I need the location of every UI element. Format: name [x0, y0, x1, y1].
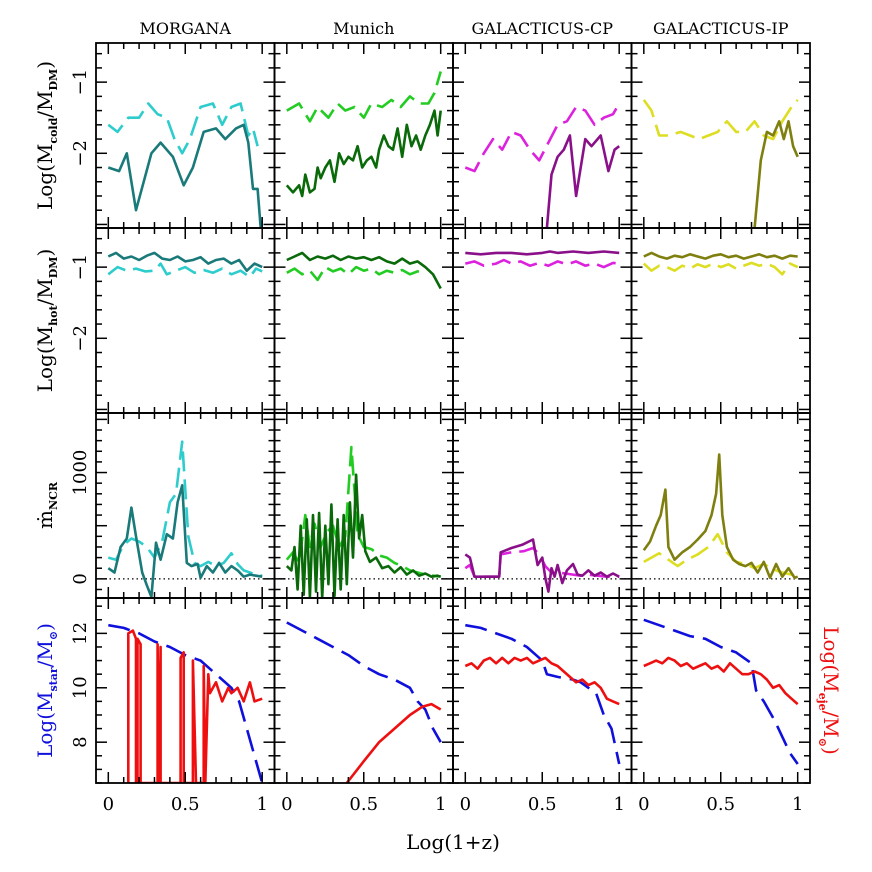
series-line-solid [107, 251, 263, 272]
column-title: GALACTICUS-IP [653, 19, 789, 38]
series-line-solid [107, 123, 262, 228]
panel-mass-1: 0 0.5 1 [273, 597, 454, 815]
y-axis-label-mdot: ṁNCR [33, 481, 60, 529]
y-tick-label: 1000 [70, 450, 91, 496]
x-tick-label: 0 [460, 794, 471, 815]
y-tick-label: 0 [70, 573, 91, 584]
series-line-dashed [286, 71, 442, 123]
y-tick-label: 12 [70, 622, 91, 645]
y-axis-label-cold: Log(Mcold/MDM) [33, 61, 60, 210]
y-tick-label: −1 [70, 254, 91, 281]
series-line-solid [286, 251, 442, 290]
y-axis-label-hot: Log(Mhot/MDM) [33, 249, 60, 393]
panel-mdot-2 [452, 412, 633, 599]
series-line-solid [643, 251, 798, 260]
panel-frame [452, 597, 633, 784]
x-tick-label: 1 [435, 794, 446, 815]
panel-frame [273, 227, 454, 414]
series-line-solid [545, 134, 620, 228]
series-line-star [108, 623, 264, 783]
x-tick-label: 0.5 [706, 794, 735, 815]
panel-cold-1: Munich [273, 19, 454, 229]
panel-hot-1 [273, 227, 454, 414]
panel-mass-2: 0 0.5 1 [452, 597, 633, 815]
panel-frame [452, 412, 633, 599]
series-line-solid [753, 120, 799, 228]
column-title: Munich [333, 19, 394, 38]
x-tick-label: 0.5 [349, 794, 378, 815]
series-line-eje [127, 629, 263, 783]
series-line-star [286, 621, 442, 743]
series-line-eje [643, 656, 799, 706]
panel-frame [95, 412, 276, 599]
series-line-solid [285, 473, 442, 598]
series-line-solid [285, 109, 442, 198]
series-line-dashed [286, 265, 426, 282]
x-tick-label: 1 [792, 794, 803, 815]
x-tick-label: 1 [256, 794, 267, 815]
x-tick-label: 0.5 [528, 794, 557, 815]
x-tick-label: 0 [103, 794, 114, 815]
y-axis-label-mass: Log(Mstar/M⊙) [33, 623, 60, 758]
panel-cold-0: −2 −1 MORGANA [70, 19, 276, 229]
panel-frame [452, 42, 633, 229]
series-line-star [465, 623, 621, 765]
series-line-dashed [464, 258, 620, 269]
panel-frame [452, 227, 633, 414]
x-axis-label: Log(1+z) [406, 830, 500, 854]
column-title: GALACTICUS-CP [472, 19, 614, 38]
y-axis-label-right: Log(Meje/M⊙) [816, 626, 843, 755]
y-tick-label: −1 [70, 69, 91, 96]
y-tick-label: 10 [70, 676, 91, 699]
panel-frame [95, 227, 276, 414]
column-title: MORGANA [140, 19, 232, 38]
panel-hot-3 [630, 227, 811, 414]
x-tick-label: 1 [613, 794, 624, 815]
series-line-dashed [642, 261, 799, 276]
series-line-eje [345, 702, 442, 783]
series-line-dashed [464, 102, 621, 173]
series-line-solid [642, 453, 799, 580]
series-line-solid [464, 538, 620, 593]
series-line-dashed [643, 532, 799, 578]
panel-cold-3: GALACTICUS-IP [630, 19, 811, 229]
panel-frame [273, 597, 454, 784]
panel-mdot-1 [273, 412, 454, 599]
panel-hot-0: −2 −1 [70, 227, 276, 414]
panel-mass-3: 0 0.5 1 [630, 597, 811, 815]
series-line-solid [107, 484, 263, 598]
series-line-star [643, 618, 799, 765]
series-line-eje [464, 656, 620, 706]
panel-cold-2: GALACTICUS-CP [452, 19, 633, 229]
x-tick-label: 0.5 [171, 794, 200, 815]
series-line-dashed [285, 445, 441, 578]
series-line-dashed [642, 99, 799, 141]
x-tick-label: 0 [281, 794, 292, 815]
panel-hot-2 [452, 227, 633, 414]
series-line-dashed [107, 102, 259, 155]
x-tick-label: 0 [638, 794, 649, 815]
panel-mass-0: 8 10 12 0 0.5 1 [70, 597, 276, 815]
panel-frame [630, 597, 811, 784]
y-tick-label: 8 [70, 736, 91, 747]
series-line-dashed [107, 262, 263, 279]
y-tick-label: −2 [70, 140, 91, 167]
y-tick-label: −2 [70, 325, 91, 352]
panel-mdot-3 [630, 412, 811, 599]
panel-mdot-0: 0 1000 [70, 412, 276, 599]
series-line-solid [465, 250, 620, 256]
panel-frame [273, 412, 454, 599]
